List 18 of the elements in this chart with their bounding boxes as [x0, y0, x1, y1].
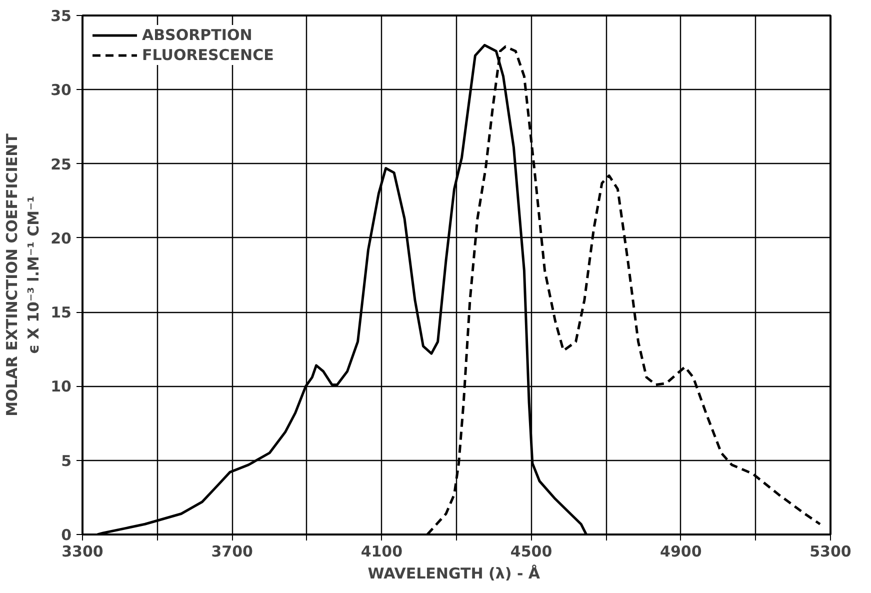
x-tick-label: 4500: [510, 542, 552, 560]
y-tick-label: 30: [50, 81, 72, 100]
y-tick-label: 5: [61, 452, 72, 470]
x-axis-title: WAVELENGTH (λ) - Å: [368, 564, 540, 582]
y-tick-label: 25: [50, 155, 72, 174]
y-tick-label: 20: [50, 229, 72, 248]
x-tick-label: 3300: [62, 542, 104, 560]
x-tick-label: 4900: [660, 542, 702, 560]
y-tick-label: 10: [50, 378, 72, 396]
y-tick-label: 15: [50, 304, 72, 322]
y-axis-title: MOLAR EXTINCTION COEFFICIENT ϵ X 10⁻³ l.M⁻¹ CM⁻¹: [3, 132, 43, 416]
x-tick-label: 4100: [360, 542, 403, 560]
x-tick-label: 3700: [211, 542, 253, 560]
legend-label: FLUORESCENCE: [142, 46, 274, 64]
y-tick-label: 0: [61, 526, 72, 544]
x-tick-label: 5300: [810, 542, 852, 560]
y-tick-label: 35: [50, 7, 72, 25]
legend-label: ABSORPTION: [142, 26, 252, 44]
